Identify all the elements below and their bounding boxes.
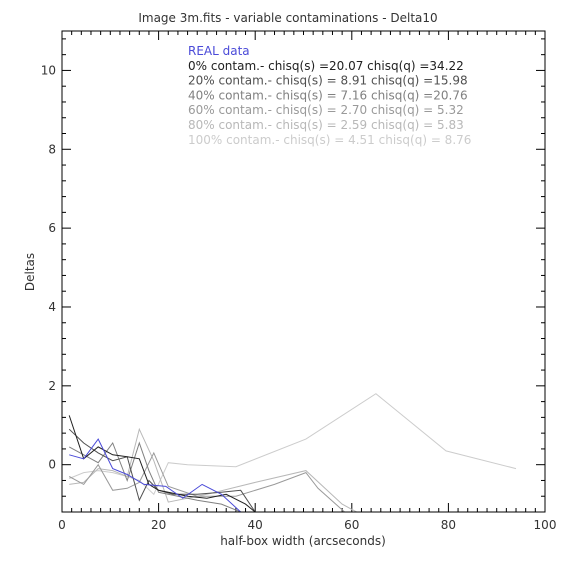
series-line-20-contam- — [68, 428, 256, 512]
x-tick-label: 20 — [151, 518, 166, 532]
series-line-0-contam- — [68, 415, 256, 512]
y-tick-label: 0 — [48, 458, 56, 472]
series-line-40-contam- — [68, 441, 241, 512]
legend-entry: 40% contam.- chisq(s) = 7.16 chisq(q) =2… — [188, 88, 468, 102]
y-tick-label: 4 — [48, 300, 56, 314]
y-tick-label: 10 — [41, 63, 56, 77]
legend-entry: 80% contam.- chisq(s) = 2.59 chisq(q) = … — [188, 118, 464, 132]
y-axis-label: Deltas — [23, 253, 37, 291]
x-tick-label: 100 — [534, 518, 557, 532]
legend-entry: 100% contam.- chisq(s) = 4.51 chisq(q) =… — [188, 133, 471, 147]
y-tick-label: 2 — [48, 379, 56, 393]
axis-ticks — [61, 31, 546, 512]
series-lines — [68, 393, 517, 512]
plot-frame — [61, 30, 546, 513]
x-tick-label: 80 — [441, 518, 456, 532]
series-line-80-contam- — [69, 427, 357, 512]
legend-entry: 20% contam.- chisq(s) = 8.91 chisq(q) =1… — [188, 74, 468, 88]
chart-title: Image 3m.fits - variable contaminations … — [138, 11, 437, 25]
legend-entry: 0% contam.- chisq(s) =20.07 chisq(q) =34… — [188, 59, 464, 73]
x-axis-label: half-box width (arcseconds) — [220, 534, 386, 548]
series-line-60-contam- — [68, 451, 345, 512]
x-tick-label: 40 — [248, 518, 263, 532]
x-tick-label: 0 — [58, 518, 66, 532]
y-tick-label: 6 — [48, 221, 56, 235]
series-line-real-data — [69, 438, 242, 512]
x-tick-label: 60 — [344, 518, 359, 532]
legend-entry: 60% contam.- chisq(s) = 2.70 chisq(q) = … — [188, 103, 464, 117]
axis-tick-labels: 0 20 40 60 80 100 0 2 4 6 8 10 — [41, 63, 557, 532]
y-tick-label: 8 — [48, 142, 56, 156]
series-line-100-contam- — [69, 393, 517, 496]
legend-entry: REAL data — [188, 44, 250, 58]
